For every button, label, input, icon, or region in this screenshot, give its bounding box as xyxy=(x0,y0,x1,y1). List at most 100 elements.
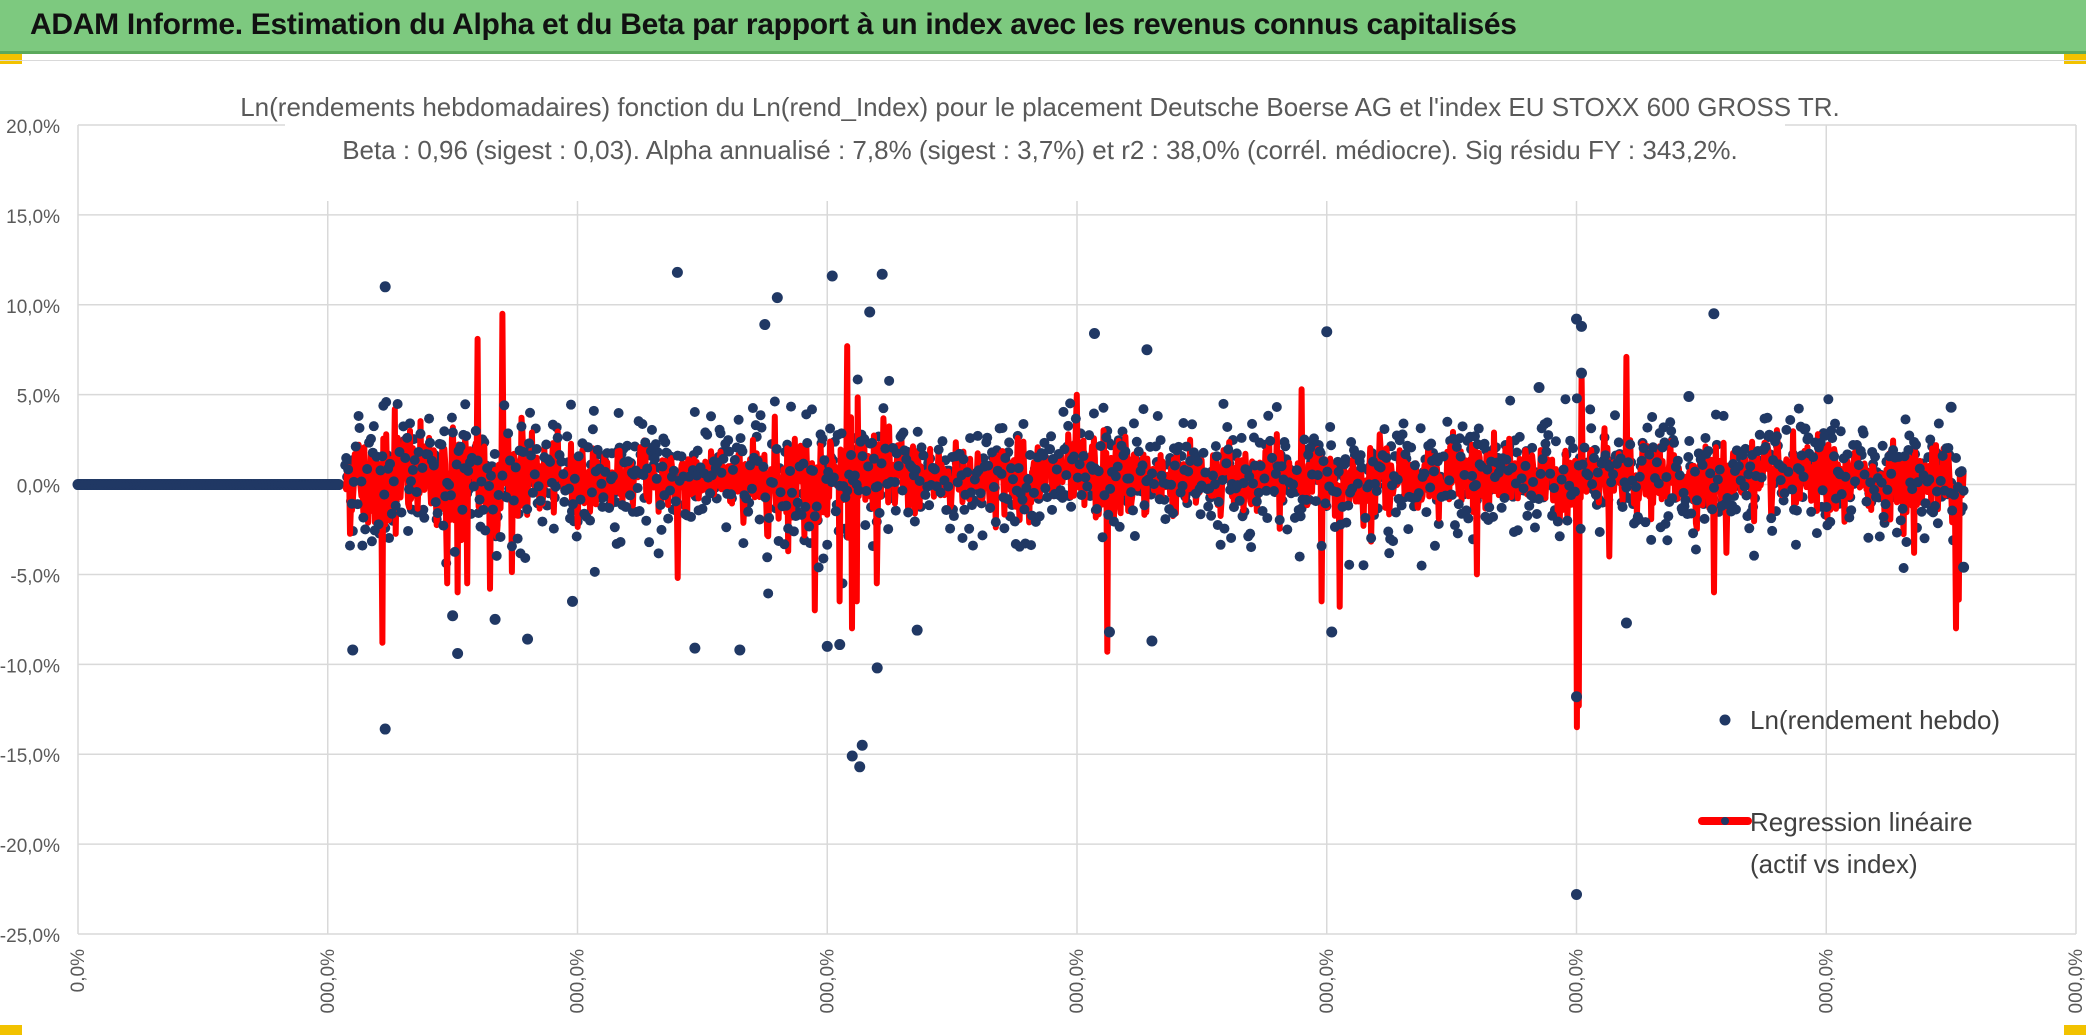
data-point xyxy=(958,454,969,465)
data-point xyxy=(1482,464,1493,475)
data-point xyxy=(760,492,771,503)
data-point xyxy=(726,489,737,500)
data-point-outlier xyxy=(1683,390,1695,402)
data-point xyxy=(909,516,920,527)
data-point xyxy=(1512,525,1523,536)
data-point xyxy=(1606,477,1617,488)
data-point xyxy=(525,450,536,461)
data-point xyxy=(598,492,609,503)
data-point xyxy=(1007,474,1018,485)
data-point xyxy=(1535,468,1546,479)
data-point xyxy=(1063,420,1074,431)
data-point xyxy=(1247,418,1258,429)
data-point xyxy=(1150,441,1161,452)
data-point xyxy=(607,471,618,482)
data-point xyxy=(665,485,676,496)
data-point xyxy=(1484,502,1495,513)
x-tick-label: 000,0% xyxy=(2066,949,2086,1014)
x-tick-label: 000,0% xyxy=(568,949,589,1014)
data-point-outlier xyxy=(854,761,866,773)
x-tick-label: 000,0% xyxy=(1816,949,1837,1014)
legend: Ln(rendement hebdo) Regression linéaire … xyxy=(1698,705,2000,879)
data-point xyxy=(396,507,407,518)
data-point xyxy=(385,458,396,469)
data-point xyxy=(714,424,725,435)
data-point xyxy=(762,552,773,563)
data-point xyxy=(451,459,462,470)
data-point xyxy=(1718,410,1729,421)
data-point xyxy=(972,430,983,441)
data-point xyxy=(990,517,1001,528)
data-point xyxy=(1299,434,1310,445)
data-point xyxy=(1392,474,1403,485)
data-point xyxy=(1312,470,1323,481)
data-point xyxy=(767,477,778,488)
data-point xyxy=(1046,431,1057,442)
x-tick-label: 000,0% xyxy=(318,949,339,1014)
data-point xyxy=(1398,418,1409,429)
data-point xyxy=(1381,452,1392,463)
data-point xyxy=(1690,544,1701,555)
data-point xyxy=(890,505,901,516)
legend-marker-line-dot xyxy=(1721,817,1729,825)
data-point xyxy=(1545,468,1556,479)
data-point xyxy=(1268,486,1279,497)
data-point xyxy=(1648,442,1659,453)
data-point xyxy=(1526,490,1537,501)
data-point xyxy=(661,447,672,458)
data-point xyxy=(1206,510,1217,521)
data-point xyxy=(1257,506,1268,517)
data-point xyxy=(1496,502,1507,513)
data-point xyxy=(1661,472,1672,483)
data-point xyxy=(1615,453,1626,464)
data-point xyxy=(1853,460,1864,471)
data-point xyxy=(1013,463,1024,474)
data-point xyxy=(1442,416,1453,427)
data-point xyxy=(1222,421,1233,432)
data-point xyxy=(438,520,449,531)
data-point xyxy=(508,495,519,506)
data-point xyxy=(1586,423,1597,434)
data-point xyxy=(786,401,797,412)
data-point xyxy=(586,487,597,498)
data-point xyxy=(1666,426,1677,437)
data-point xyxy=(1937,450,1948,461)
data-point xyxy=(640,437,651,448)
data-point xyxy=(390,500,401,511)
data-point xyxy=(403,525,414,536)
data-point xyxy=(1840,471,1851,482)
data-point xyxy=(1878,511,1889,522)
data-point xyxy=(948,511,959,522)
data-point xyxy=(758,461,769,472)
data-point xyxy=(1800,423,1811,434)
data-point xyxy=(811,501,822,512)
series-ln-rendement-hebdo-overlay xyxy=(341,266,1970,900)
data-point xyxy=(706,411,717,422)
data-point xyxy=(550,481,561,492)
data-point xyxy=(407,465,418,476)
data-point xyxy=(1531,508,1542,519)
data-point xyxy=(1095,440,1106,451)
data-point xyxy=(1667,493,1678,504)
data-point xyxy=(1263,410,1274,421)
data-point xyxy=(1549,483,1560,494)
data-point-outlier xyxy=(1571,888,1582,900)
data-point xyxy=(806,404,817,415)
data-point xyxy=(1026,540,1037,551)
data-point xyxy=(670,496,681,507)
data-point xyxy=(344,540,355,551)
data-point xyxy=(1371,486,1382,497)
data-point xyxy=(977,530,988,541)
data-point xyxy=(1528,476,1539,487)
data-point xyxy=(788,526,799,537)
data-point xyxy=(485,470,496,481)
data-point xyxy=(569,473,580,484)
data-point xyxy=(1061,470,1072,481)
data-point xyxy=(1154,494,1165,505)
data-point xyxy=(1562,515,1573,526)
data-point xyxy=(1744,523,1755,534)
data-point xyxy=(537,516,548,527)
data-point xyxy=(445,490,456,501)
data-point xyxy=(1888,445,1899,456)
data-point xyxy=(646,424,657,435)
